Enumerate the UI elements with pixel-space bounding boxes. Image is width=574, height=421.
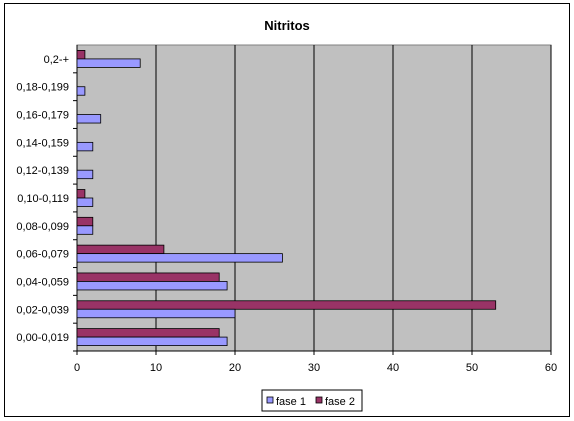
y-tick-label: 0,12-0,139	[16, 165, 69, 177]
bar-fase-1	[76, 225, 94, 235]
legend-box	[261, 389, 363, 412]
x-tick-label: 40	[387, 362, 399, 374]
bar-fase-2	[76, 189, 86, 199]
x-tick-label: 0	[74, 362, 80, 374]
x-tick-label: 30	[308, 362, 320, 374]
legend: fase 1 fase 2	[261, 389, 363, 412]
legend-label: fase 2	[325, 396, 355, 408]
y-tick-label: 0,16-0,179	[16, 110, 69, 122]
y-tick-label: 0,18-0,199	[16, 82, 69, 94]
bar-fase-1	[76, 281, 228, 291]
bar-fase-1	[76, 141, 94, 152]
y-tick-label: 0,02-0,039	[16, 304, 69, 316]
y-tick-label: 0,04-0,059	[16, 276, 69, 288]
y-tick-label: 0,06-0,079	[16, 249, 69, 261]
bar-fase-1	[76, 197, 94, 207]
legend-swatch	[266, 396, 274, 404]
y-tick-label: 0,00-0,019	[16, 332, 69, 344]
bar-fase-1	[76, 169, 94, 180]
bar-fase-1	[76, 114, 102, 124]
bar-fase-1	[76, 86, 86, 96]
bar-fase-1	[76, 336, 228, 346]
bar-fase-2	[76, 216, 94, 227]
bar-fase-2	[76, 300, 497, 310]
plot-area: 0 10 20 30 40 50 60 0,00-0,019 0,02-0,039 0,04-0,…	[16, 44, 557, 374]
bar-fase-2	[76, 328, 220, 338]
x-tick-label: 60	[545, 362, 557, 374]
x-tick-label: 20	[229, 362, 241, 374]
bar-fase-2	[76, 244, 165, 255]
legend-label: fase 1	[276, 396, 306, 408]
y-tick-label: 0,2-+	[44, 54, 69, 66]
x-tick-label: 50	[466, 362, 478, 374]
y-tick-label: 0,08-0,099	[16, 221, 69, 233]
bar-fase-2	[76, 50, 86, 60]
bar-fase-1	[76, 253, 283, 263]
chart-title: Nitritos	[264, 18, 310, 33]
x-tick-label: 10	[150, 362, 162, 374]
bar-fase-1	[76, 308, 236, 319]
bar-fase-1	[76, 58, 141, 68]
bar-fase-2	[76, 272, 220, 282]
y-tick-label: 0,14-0,159	[16, 137, 69, 149]
y-tick-label: 0,10-0,119	[17, 193, 69, 205]
legend-swatch	[315, 396, 323, 404]
